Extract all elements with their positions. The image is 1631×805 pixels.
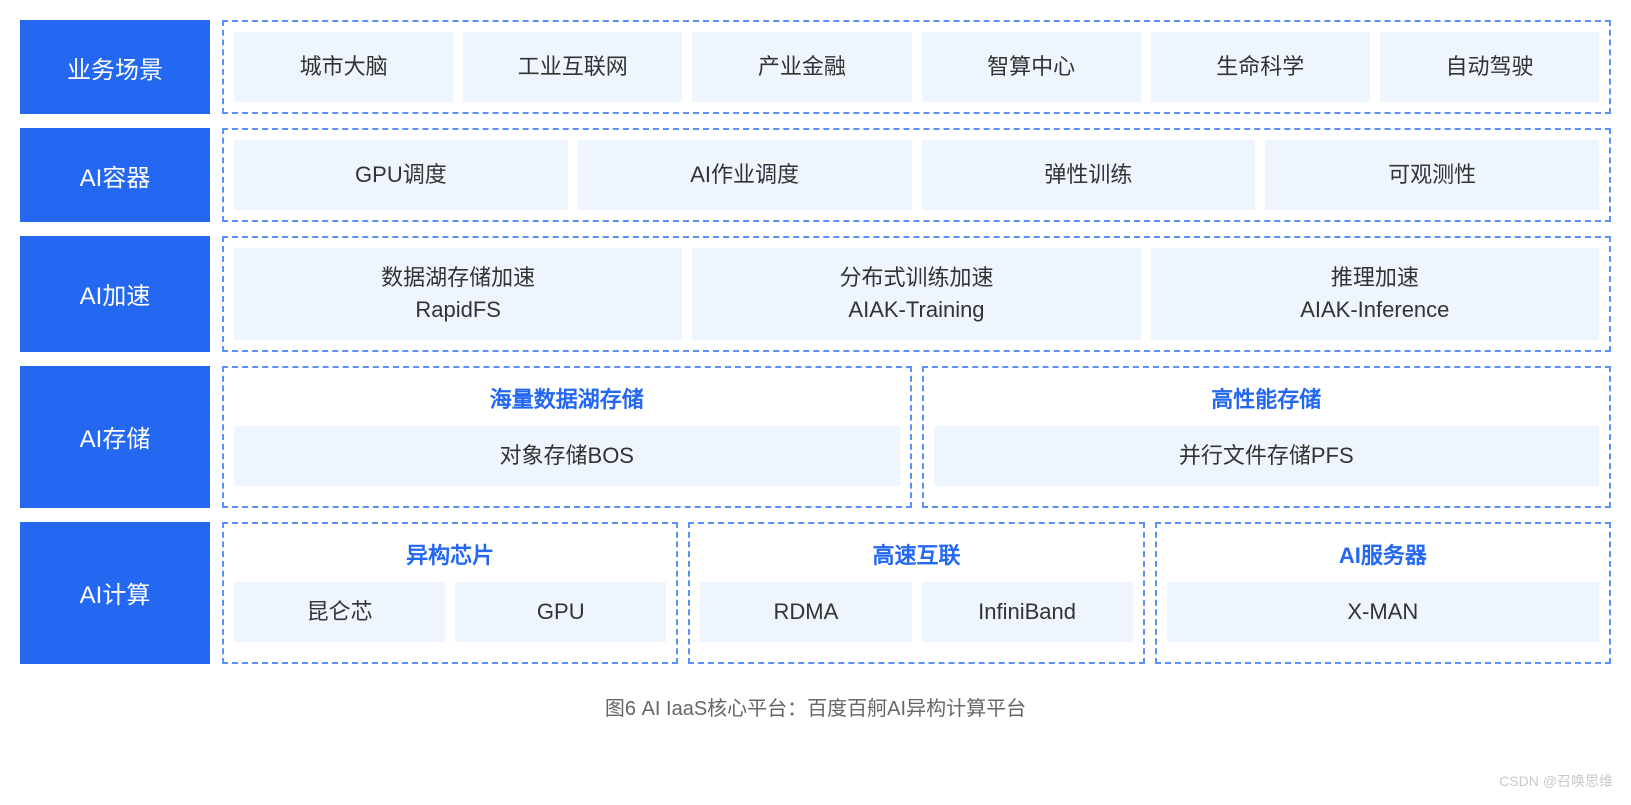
row-label: 业务场景 bbox=[20, 20, 210, 114]
group-title: 高性能存储 bbox=[934, 378, 1600, 416]
group-inner: 并行文件存储PFS bbox=[934, 426, 1600, 486]
row-label: AI加速 bbox=[20, 236, 210, 352]
scenario-box: 产业金融 bbox=[692, 32, 911, 102]
row-ai-storage: AI存储 海量数据湖存储 对象存储BOS 高性能存储 并行文件存储PFS bbox=[20, 366, 1611, 508]
scenario-box: 城市大脑 bbox=[234, 32, 453, 102]
storage-group-datalake: 海量数据湖存储 对象存储BOS bbox=[222, 366, 912, 508]
row-ai-compute: AI计算 异构芯片 昆仑芯 GPU 高速互联 RDMA InfiniBand A… bbox=[20, 522, 1611, 664]
accel-box: 数据湖存储加速 RapidFS bbox=[234, 248, 682, 340]
accel-box: 分布式训练加速 AIAK-Training bbox=[692, 248, 1140, 340]
compute-box: RDMA bbox=[700, 582, 911, 642]
group-title: AI服务器 bbox=[1167, 534, 1599, 572]
compute-group-interconnect: 高速互联 RDMA InfiniBand bbox=[688, 522, 1144, 664]
scenario-box: 生命科学 bbox=[1151, 32, 1370, 102]
container-box: 可观测性 bbox=[1265, 140, 1599, 210]
row-content-groups: 海量数据湖存储 对象存储BOS 高性能存储 并行文件存储PFS bbox=[222, 366, 1611, 508]
compute-box: InfiniBand bbox=[922, 582, 1133, 642]
accel-line1: 推理加速 bbox=[1331, 262, 1419, 294]
scenario-box: 自动驾驶 bbox=[1380, 32, 1599, 102]
row-label: AI容器 bbox=[20, 128, 210, 222]
accel-line2: AIAK-Inference bbox=[1300, 294, 1449, 326]
compute-box: GPU bbox=[455, 582, 666, 642]
figure-caption: 图6 AI IaaS核心平台：百度百舸AI异构计算平台 bbox=[20, 692, 1611, 721]
scenario-box: 智算中心 bbox=[922, 32, 1141, 102]
storage-group-highperf: 高性能存储 并行文件存储PFS bbox=[922, 366, 1612, 508]
row-content-groups: 异构芯片 昆仑芯 GPU 高速互联 RDMA InfiniBand AI服务器 … bbox=[222, 522, 1611, 664]
storage-box: 对象存储BOS bbox=[234, 426, 900, 486]
scenario-box: 工业互联网 bbox=[463, 32, 682, 102]
group-title: 异构芯片 bbox=[234, 534, 666, 572]
group-title: 高速互联 bbox=[700, 534, 1132, 572]
row-content: GPU调度 AI作业调度 弹性训练 可观测性 bbox=[222, 128, 1611, 222]
row-ai-accelerate: AI加速 数据湖存储加速 RapidFS 分布式训练加速 AIAK-Traini… bbox=[20, 236, 1611, 352]
architecture-diagram: 业务场景 城市大脑 工业互联网 产业金融 智算中心 生命科学 自动驾驶 AI容器… bbox=[20, 20, 1611, 664]
compute-box: X-MAN bbox=[1167, 582, 1599, 642]
accel-line2: AIAK-Training bbox=[848, 294, 984, 326]
storage-box: 并行文件存储PFS bbox=[934, 426, 1600, 486]
container-box: AI作业调度 bbox=[578, 140, 912, 210]
compute-group-chips: 异构芯片 昆仑芯 GPU bbox=[222, 522, 678, 664]
row-ai-container: AI容器 GPU调度 AI作业调度 弹性训练 可观测性 bbox=[20, 128, 1611, 222]
container-box: GPU调度 bbox=[234, 140, 568, 210]
watermark-text: CSDN @召唤思维 bbox=[1499, 771, 1613, 791]
row-content: 城市大脑 工业互联网 产业金融 智算中心 生命科学 自动驾驶 bbox=[222, 20, 1611, 114]
row-label: AI计算 bbox=[20, 522, 210, 664]
group-inner: 对象存储BOS bbox=[234, 426, 900, 486]
compute-box: 昆仑芯 bbox=[234, 582, 445, 642]
accel-line2: RapidFS bbox=[415, 294, 501, 326]
row-content: 数据湖存储加速 RapidFS 分布式训练加速 AIAK-Training 推理… bbox=[222, 236, 1611, 352]
group-title: 海量数据湖存储 bbox=[234, 378, 900, 416]
row-label: AI存储 bbox=[20, 366, 210, 508]
container-box: 弹性训练 bbox=[922, 140, 1256, 210]
accel-box: 推理加速 AIAK-Inference bbox=[1151, 248, 1599, 340]
accel-line1: 数据湖存储加速 bbox=[381, 262, 535, 294]
row-business-scenarios: 业务场景 城市大脑 工业互联网 产业金融 智算中心 生命科学 自动驾驶 bbox=[20, 20, 1611, 114]
accel-line1: 分布式训练加速 bbox=[839, 262, 993, 294]
group-inner: X-MAN bbox=[1167, 582, 1599, 642]
compute-group-server: AI服务器 X-MAN bbox=[1155, 522, 1611, 664]
group-inner: RDMA InfiniBand bbox=[700, 582, 1132, 642]
group-inner: 昆仑芯 GPU bbox=[234, 582, 666, 642]
